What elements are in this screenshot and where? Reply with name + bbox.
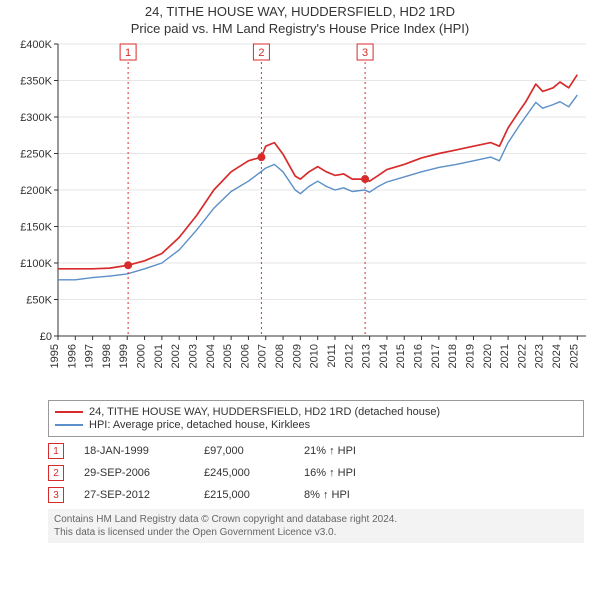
x-tick-label: 2008 [274,344,286,368]
event-row: 2 29-SEP-2006 £245,000 16% ↑ HPI [48,465,584,481]
event-row-marker: 3 [48,487,64,503]
event-row: 3 27-SEP-2012 £215,000 8% ↑ HPI [48,487,584,503]
footer-line2: This data is licensed under the Open Gov… [54,526,578,539]
x-tick-label: 1995 [49,344,61,368]
event-row: 1 18-JAN-1999 £97,000 21% ↑ HPI [48,443,584,459]
legend-item: HPI: Average price, detached house, Kirk… [55,419,577,431]
x-tick-label: 1998 [101,344,113,368]
event-price: £215,000 [204,489,284,501]
x-tick-label: 2009 [291,344,303,368]
x-tick-label: 1996 [66,344,78,368]
event-marker-number: 3 [362,47,368,59]
x-tick-label: 2000 [136,344,148,368]
event-diff: 8% ↑ HPI [304,489,394,501]
x-tick-label: 2007 [257,344,269,368]
x-tick-label: 2010 [309,344,321,368]
event-date: 27-SEP-2012 [84,489,184,501]
x-tick-label: 1997 [84,344,96,368]
x-tick-label: 2003 [187,344,199,368]
event-marker-number: 1 [125,47,131,59]
x-tick-label: 2013 [361,344,373,368]
x-tick-label: 2022 [516,344,528,368]
x-tick-label: 2002 [170,344,182,368]
event-row-marker: 1 [48,443,64,459]
y-tick-label: £300K [20,112,52,124]
x-tick-label: 2001 [153,344,165,368]
x-tick-label: 2015 [395,344,407,368]
legend-swatch [55,424,83,426]
x-tick-label: 2021 [499,344,511,368]
x-tick-label: 1999 [118,344,130,368]
event-marker-number: 2 [258,47,264,59]
legend-swatch [55,411,83,413]
event-table: 1 18-JAN-1999 £97,000 21% ↑ HPI 2 29-SEP-2006… [48,443,584,503]
legend-label: 24, TITHE HOUSE WAY, HUDDERSFIELD, HD2 1… [89,406,440,418]
footer-line1: Contains HM Land Registry data © Crown c… [54,513,578,526]
x-tick-label: 2020 [482,344,494,368]
y-tick-label: £250K [20,149,52,161]
x-tick-label: 2006 [239,344,251,368]
title-subtitle: Price paid vs. HM Land Registry's House … [6,21,594,36]
x-tick-label: 2012 [343,344,355,368]
y-tick-label: £0 [40,331,52,343]
legend-item: 24, TITHE HOUSE WAY, HUDDERSFIELD, HD2 1… [55,406,577,418]
event-diff: 21% ↑ HPI [304,445,394,457]
x-tick-label: 2016 [413,344,425,368]
chart-container: 24, TITHE HOUSE WAY, HUDDERSFIELD, HD2 1… [0,0,600,549]
y-tick-label: £50K [26,295,52,307]
event-date: 18-JAN-1999 [84,445,184,457]
y-tick-label: £350K [20,76,52,88]
x-tick-label: 2018 [447,344,459,368]
y-tick-label: £150K [20,222,52,234]
titles: 24, TITHE HOUSE WAY, HUDDERSFIELD, HD2 1… [6,4,594,36]
event-date: 29-SEP-2006 [84,467,184,479]
x-tick-label: 2011 [326,344,338,368]
y-tick-label: £200K [20,185,52,197]
event-price: £245,000 [204,467,284,479]
x-tick-label: 2005 [222,344,234,368]
x-tick-label: 2014 [378,344,390,368]
y-tick-label: £400K [20,39,52,51]
chart: £0 £50K £100K £150K £200K £250K £300K £350K £400… [6,36,594,396]
title-address: 24, TITHE HOUSE WAY, HUDDERSFIELD, HD2 1… [6,4,594,19]
attribution-footer: Contains HM Land Registry data © Crown c… [48,509,584,543]
legend: 24, TITHE HOUSE WAY, HUDDERSFIELD, HD2 1… [48,400,584,437]
x-tick-label: 2004 [205,344,217,368]
legend-label: HPI: Average price, detached house, Kirk… [89,419,310,431]
x-tick-label: 2025 [568,344,580,368]
event-price: £97,000 [204,445,284,457]
x-tick-label: 2017 [430,344,442,368]
y-tick-label: £100K [20,258,52,270]
event-diff: 16% ↑ HPI [304,467,394,479]
chart-svg: £0 £50K £100K £150K £200K £250K £300K £350K £400… [6,36,594,396]
event-row-marker: 2 [48,465,64,481]
x-tick-label: 2023 [534,344,546,368]
x-tick-label: 2024 [551,344,563,368]
x-tick-label: 2019 [464,344,476,368]
